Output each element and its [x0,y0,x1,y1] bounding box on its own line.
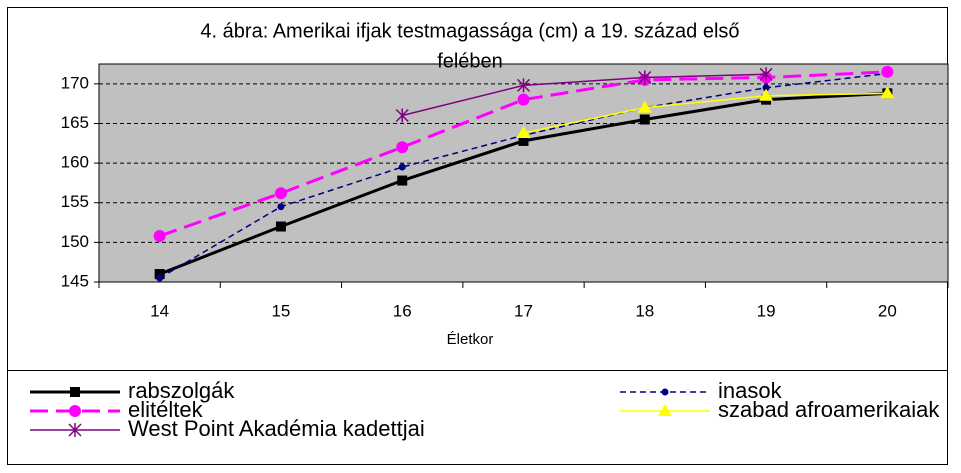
y-tick-label: 145 [61,271,89,290]
marker [881,65,894,78]
legend-label: rabszolgák [128,378,235,403]
marker [516,78,531,93]
marker [638,70,652,85]
marker [880,86,895,99]
marker [156,274,164,282]
marker [274,187,287,200]
x-tick-label: 15 [271,301,290,320]
x-tick-label: 19 [757,301,776,320]
chart-title: 4. ábra: Amerikai ifjak testmagassága (c… [200,20,739,42]
y-tick-label: 150 [61,232,89,251]
marker [397,175,408,186]
chart-title: felében [437,50,503,72]
series-line [402,73,767,117]
y-tick-label: 160 [61,153,89,172]
y-tick-label: 165 [61,113,89,132]
marker [637,100,652,113]
marker [275,221,286,232]
marker [639,114,650,125]
marker [396,141,409,154]
marker [517,93,530,106]
marker [154,269,165,280]
x-tick-label: 20 [878,301,897,320]
marker [759,67,773,82]
legend-label: szabad afroamerikaiak [718,397,940,422]
marker [518,135,529,146]
marker [759,88,774,101]
legend-label: elitéltek [128,397,204,422]
marker [277,203,285,211]
marker [395,108,409,123]
marker [398,163,406,171]
x-tick-label: 14 [150,301,169,320]
x-axis-label: Életkor [447,331,494,348]
x-tick-label: 17 [514,301,533,320]
marker [68,423,82,437]
legend-label: inasok [718,378,783,403]
y-tick-label: 170 [61,73,89,92]
marker [69,405,81,417]
marker [516,125,531,138]
y-tick-label: 155 [61,192,89,211]
legend-label: West Point Akadémia kadettjai [128,416,425,441]
marker [70,387,80,397]
marker [762,84,770,92]
series-line [523,92,888,134]
marker [661,388,669,396]
marker [153,230,166,243]
x-tick-label: 18 [635,301,654,320]
marker [658,404,672,416]
x-tick-label: 16 [393,301,412,320]
